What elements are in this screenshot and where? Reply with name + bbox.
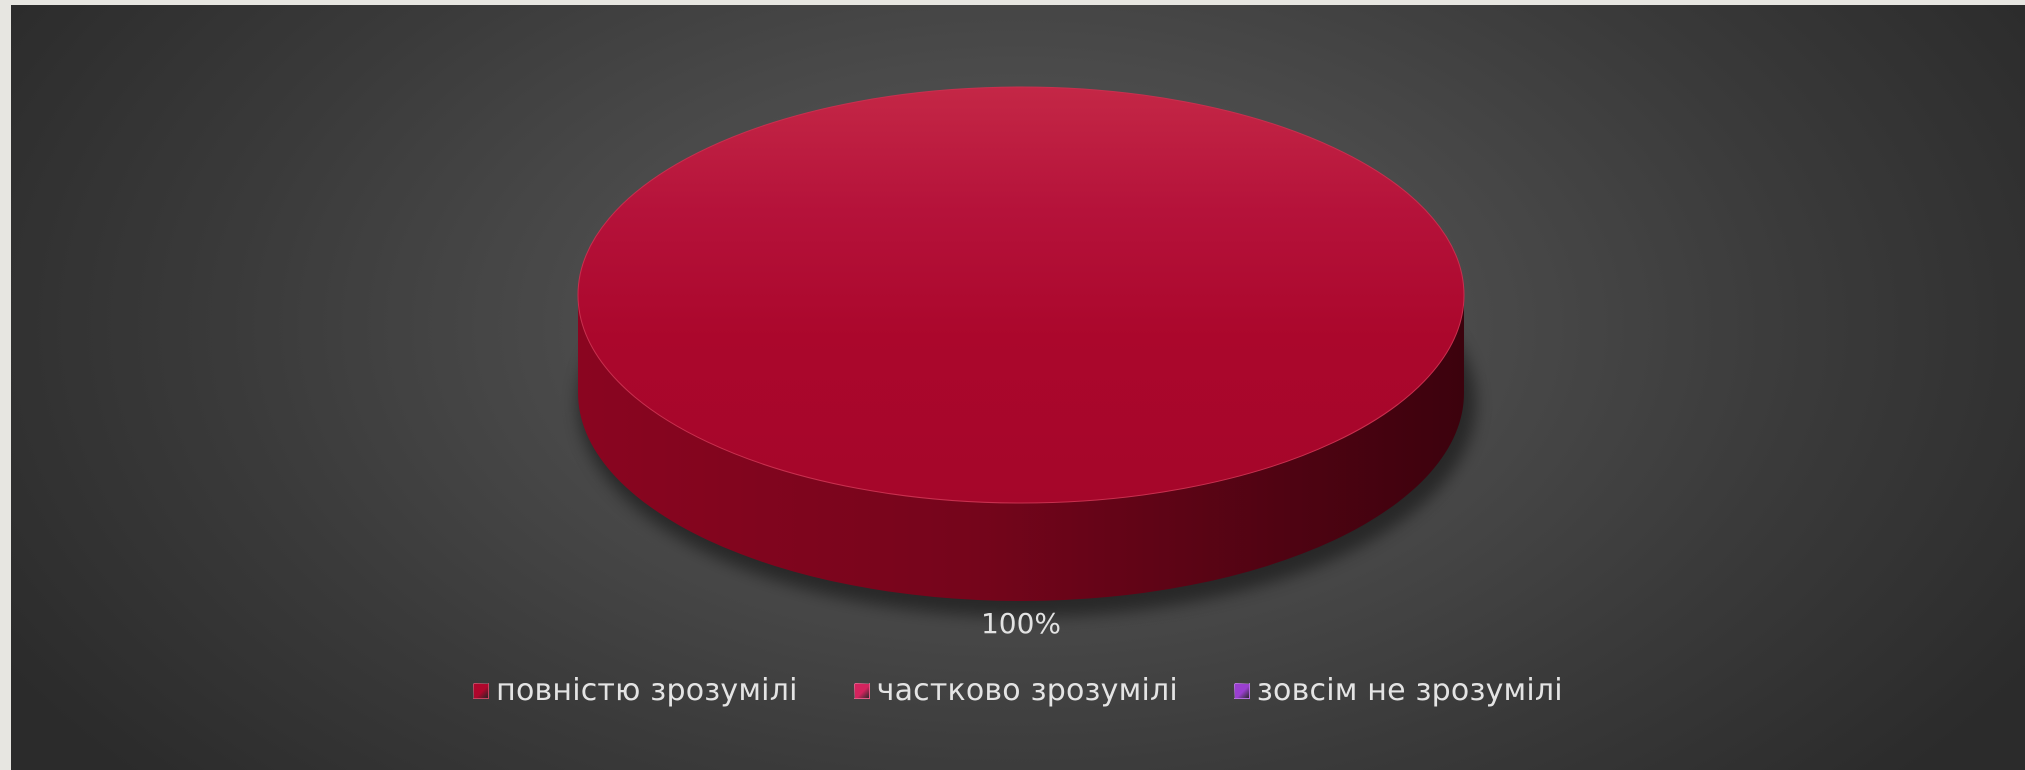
legend-swatch <box>853 682 870 699</box>
legend-label: повністю зрозумілі <box>496 673 798 708</box>
chart-frame: 100% повністю зрозумілі частково зрозумі… <box>11 5 2025 770</box>
pie-chart: 100% <box>577 86 1476 640</box>
legend-swatch <box>1233 682 1250 699</box>
legend-item-not-understood: зовсім не зрозумілі <box>1233 673 1563 708</box>
legend-item-fully-understood: повністю зрозумілі <box>473 673 798 708</box>
pie-slice <box>577 86 1465 504</box>
pie-slice-side <box>578 295 1464 601</box>
legend-label: зовсім не зрозумілі <box>1256 673 1563 708</box>
chart-legend: повністю зрозумілі частково зрозумілі зо… <box>11 673 2025 708</box>
legend-item-partially-understood: частково зрозумілі <box>853 673 1178 708</box>
legend-label: частково зрозумілі <box>876 673 1178 708</box>
legend-swatch <box>473 682 490 699</box>
slice-data-label: 100% <box>981 607 1061 640</box>
